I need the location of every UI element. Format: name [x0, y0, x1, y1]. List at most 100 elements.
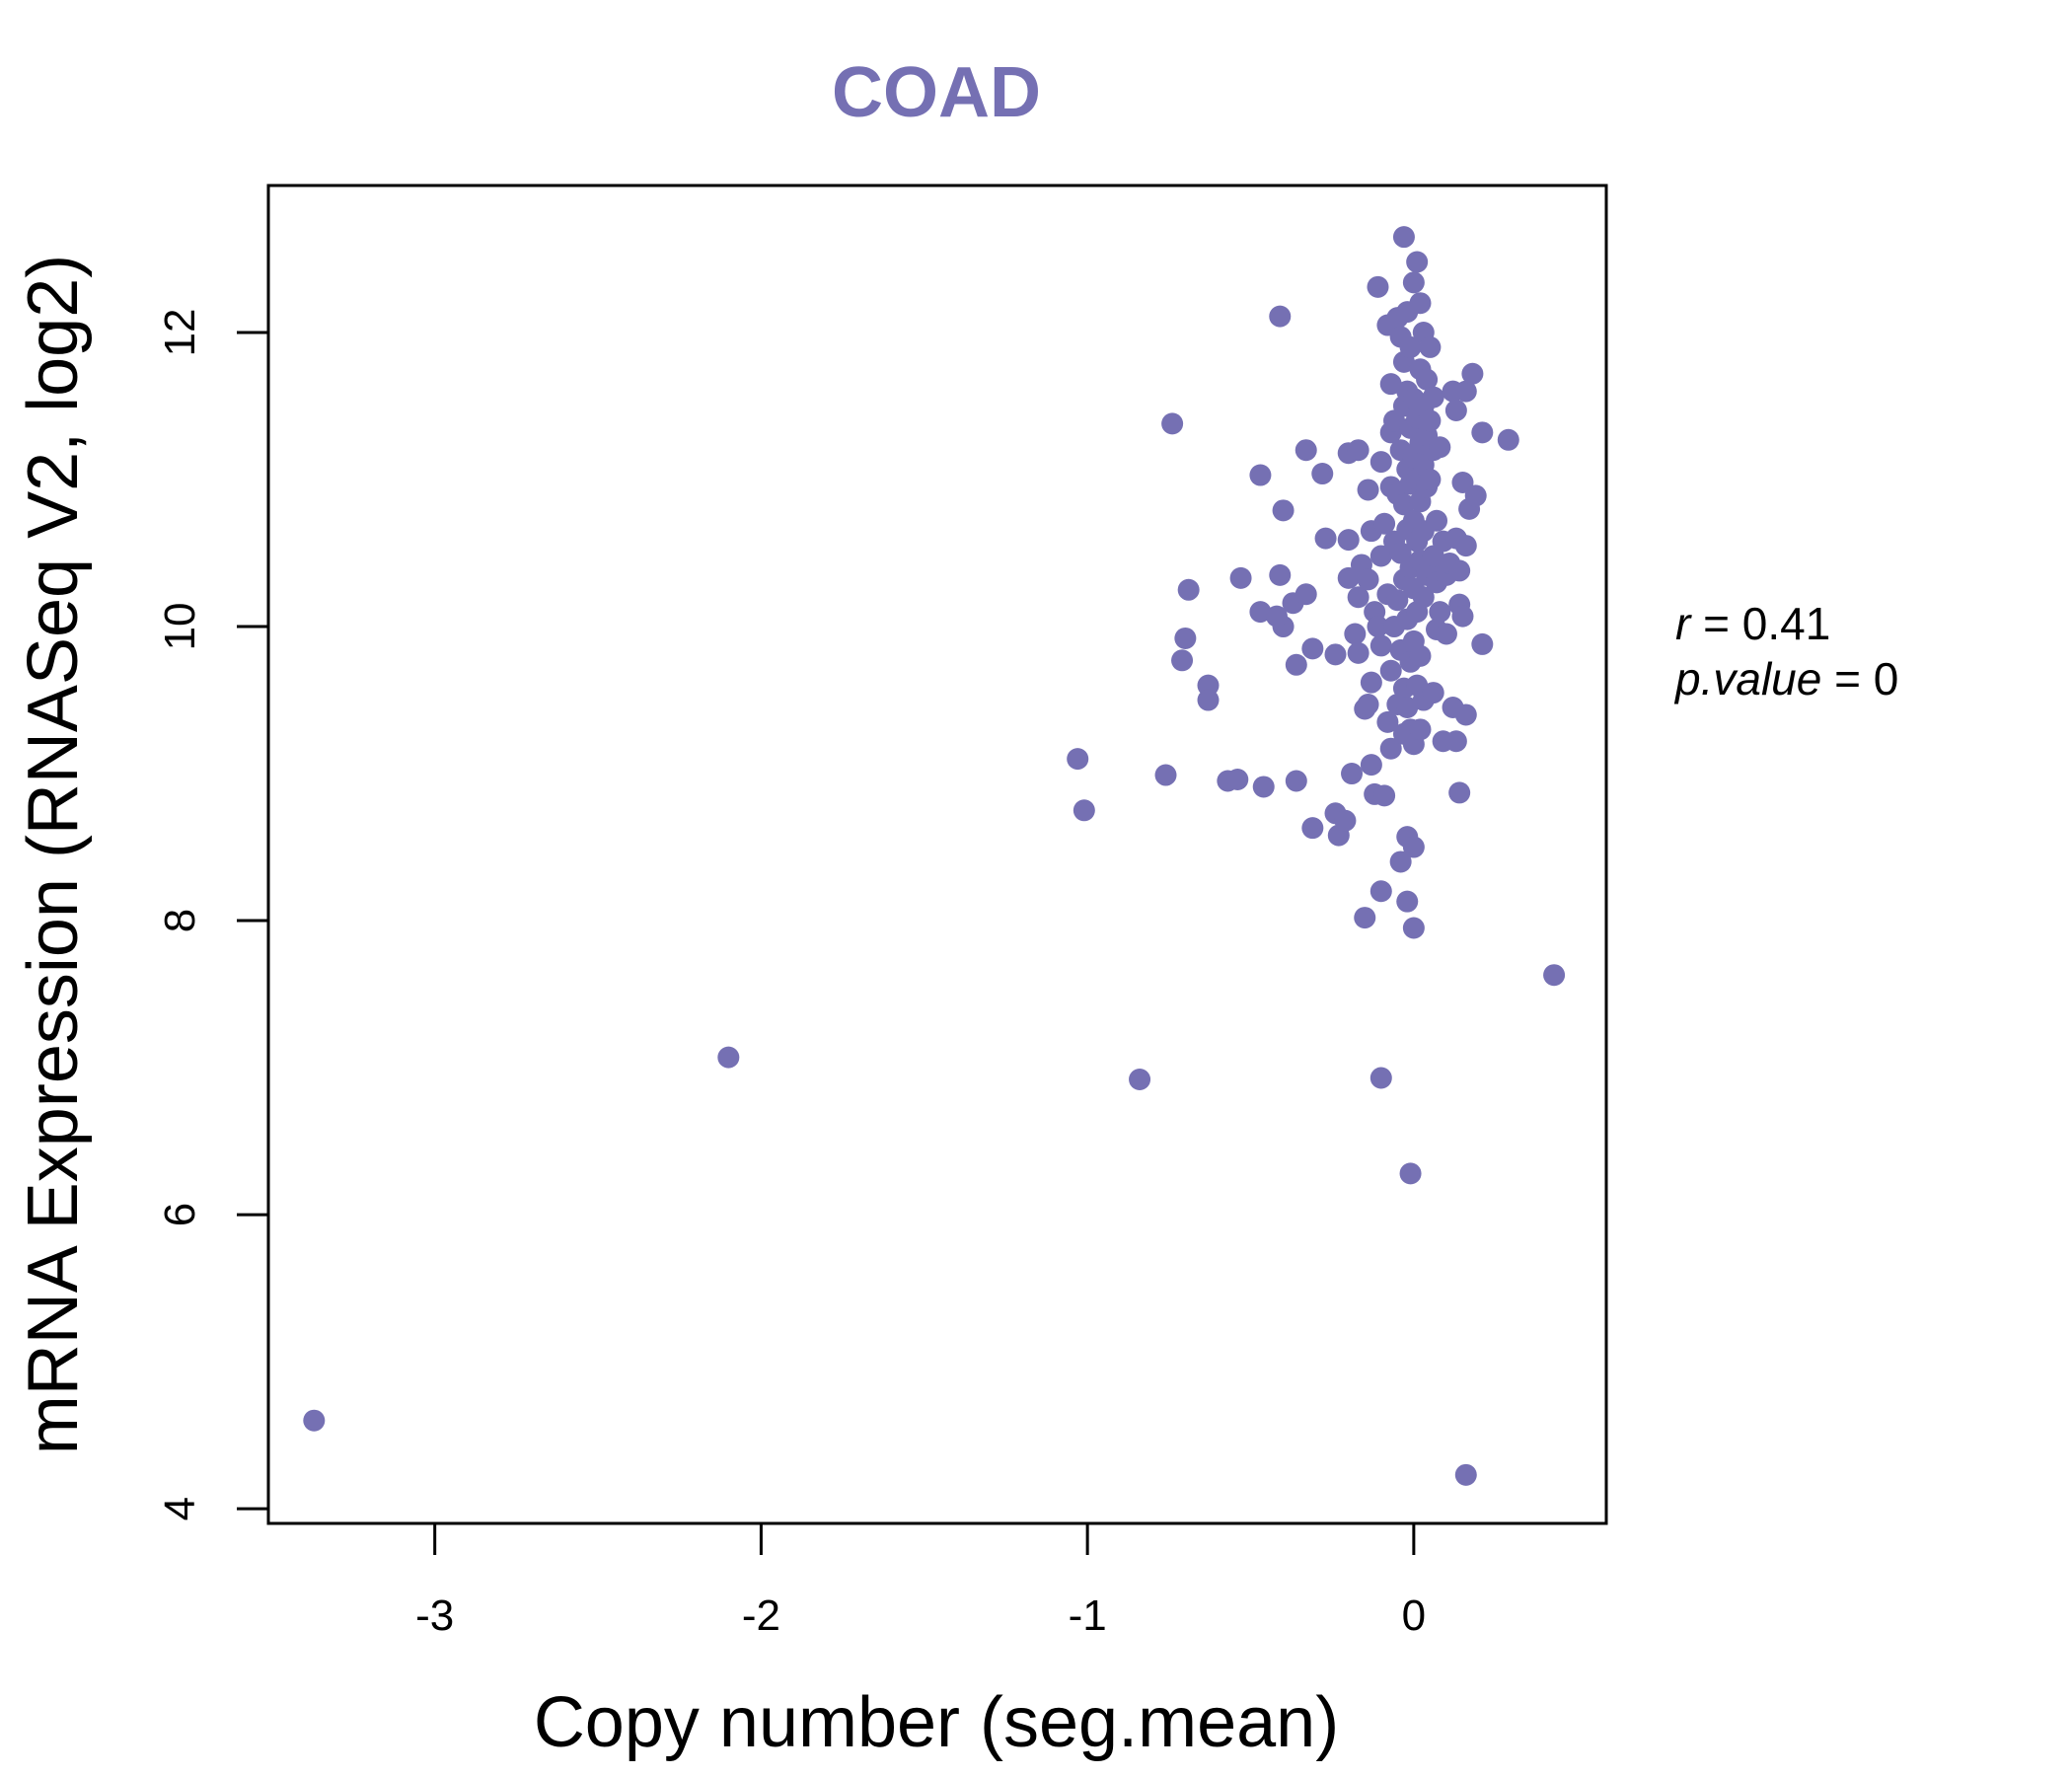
data-point [1416, 368, 1439, 391]
data-point [1249, 601, 1272, 624]
data-point [1379, 659, 1402, 682]
data-point [1367, 275, 1389, 298]
data-points [303, 226, 1566, 1486]
data-point [1369, 880, 1392, 903]
data-point [1454, 535, 1477, 557]
data-point [1497, 428, 1519, 451]
p-label: p.value [1673, 653, 1821, 704]
r-equals: = [1690, 598, 1741, 649]
data-point [1412, 586, 1435, 609]
data-point [1429, 601, 1451, 624]
data-point [1154, 764, 1177, 786]
data-point [1402, 271, 1425, 294]
r-value: 0.41 [1742, 598, 1831, 649]
data-point [1337, 566, 1360, 589]
data-point [1337, 529, 1360, 552]
p-equals: = [1821, 653, 1873, 704]
data-point [1311, 463, 1334, 485]
data-point [1409, 644, 1432, 667]
data-point [1376, 710, 1399, 733]
r-label: r [1675, 598, 1692, 649]
data-point [1226, 769, 1249, 791]
data-point [1399, 1162, 1422, 1185]
data-point [1073, 799, 1095, 822]
y-axis-label: mRNA Expression (RNASeq V2, log2) [14, 255, 93, 1454]
data-point [1419, 409, 1442, 432]
data-point [1409, 718, 1432, 741]
y-axis: 4 6 8 10 12 [156, 309, 270, 1520]
data-point [1386, 589, 1409, 612]
data-point [1067, 748, 1089, 771]
data-point [303, 1409, 326, 1432]
data-point [1229, 566, 1252, 589]
y-tick-label: 10 [156, 603, 204, 651]
data-point [1269, 563, 1292, 586]
p-value: 0 [1874, 653, 1899, 704]
data-point [1334, 809, 1357, 832]
data-point [1461, 362, 1484, 385]
data-point [1444, 399, 1467, 421]
data-point [1451, 472, 1474, 494]
data-point [1454, 703, 1477, 726]
data-point [1392, 493, 1415, 516]
x-axis: -3 -2 -1 0 [415, 1521, 1426, 1640]
data-point [1471, 421, 1494, 444]
data-point [1324, 643, 1347, 666]
data-point [1369, 545, 1392, 567]
x-tick-label: 0 [1402, 1591, 1426, 1640]
data-point [1435, 623, 1457, 645]
chart-title: COAD [832, 53, 1041, 132]
data-point [1272, 499, 1295, 522]
data-point [1396, 890, 1419, 913]
data-point [1269, 305, 1292, 328]
data-point [1396, 696, 1419, 718]
data-point [1409, 292, 1432, 315]
data-point [1406, 251, 1429, 273]
data-point [1252, 776, 1275, 798]
data-point [1360, 671, 1382, 694]
data-point [1174, 627, 1197, 649]
data-point [1379, 373, 1402, 396]
data-point [1357, 479, 1379, 501]
data-point [1197, 689, 1220, 711]
x-tick-label: -1 [1069, 1591, 1107, 1640]
data-point [1543, 964, 1566, 987]
data-point [1161, 412, 1184, 435]
data-point [1295, 439, 1317, 462]
data-point [1373, 784, 1396, 807]
data-point [1402, 917, 1425, 939]
data-point [1285, 653, 1307, 676]
data-point [1171, 649, 1194, 672]
data-point [1464, 484, 1487, 507]
x-tick-label: -2 [742, 1591, 780, 1640]
data-point [1399, 335, 1422, 358]
data-point [1454, 380, 1477, 403]
data-point [1429, 436, 1451, 459]
data-point [1301, 817, 1324, 840]
data-point [1454, 1463, 1477, 1486]
data-point [1369, 1067, 1392, 1089]
data-point [1448, 559, 1471, 582]
data-point [1451, 605, 1474, 628]
data-point [1347, 439, 1369, 462]
data-point [1373, 512, 1396, 535]
data-point [1419, 335, 1442, 358]
y-tick-label: 8 [156, 909, 204, 932]
data-point [1444, 730, 1467, 753]
data-point [1422, 682, 1444, 704]
data-point [1347, 641, 1369, 664]
data-point [1419, 469, 1442, 491]
data-point [1369, 451, 1392, 474]
data-point [1285, 770, 1307, 792]
data-point [1295, 583, 1317, 606]
data-point [1422, 386, 1444, 408]
data-point [1379, 737, 1402, 760]
data-point [1448, 781, 1471, 804]
data-point [1357, 568, 1379, 591]
correlation-annotation: r = 0.41 [1675, 598, 1830, 649]
data-point [1360, 754, 1382, 777]
data-point [1347, 586, 1369, 609]
data-point [1389, 851, 1412, 873]
data-point [1301, 637, 1324, 660]
